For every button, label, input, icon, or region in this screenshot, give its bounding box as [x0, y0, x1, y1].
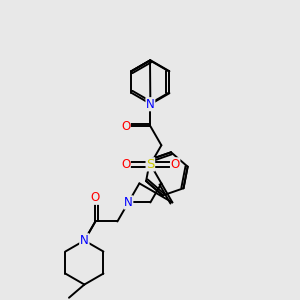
Text: N: N: [146, 98, 155, 111]
Text: O: O: [121, 158, 130, 171]
Text: S: S: [146, 158, 154, 171]
Text: N: N: [80, 234, 89, 247]
Text: O: O: [121, 120, 130, 133]
Text: N: N: [124, 196, 133, 209]
Text: N: N: [80, 234, 89, 247]
Text: O: O: [91, 191, 100, 204]
Text: O: O: [171, 158, 180, 171]
